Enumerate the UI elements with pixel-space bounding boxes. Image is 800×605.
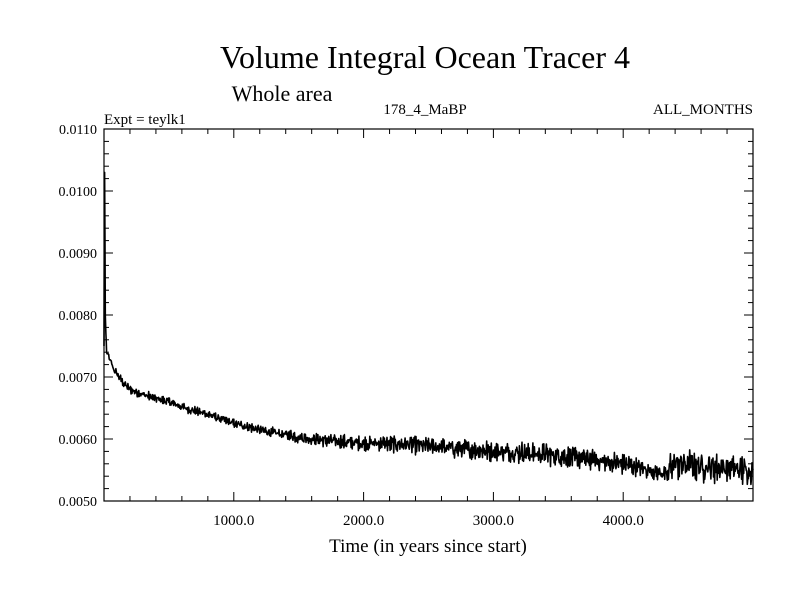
x-axis-label: Time (in years since start) bbox=[329, 536, 527, 557]
y-tick-label: 0.0090 bbox=[59, 247, 98, 262]
chart-title: Volume Integral Ocean Tracer 4 bbox=[220, 39, 630, 75]
x-tick-label: 4000.0 bbox=[603, 513, 644, 529]
y-tick-label: 0.0110 bbox=[59, 123, 97, 138]
y-axis: 0.0050 0.0060 0.0070 0.0080 0.0090 0.0100 0.01… bbox=[59, 123, 753, 510]
y-tick-label: 0.0100 bbox=[59, 185, 98, 200]
x-tick-label: 2000.0 bbox=[343, 513, 384, 529]
period-label: ALL_MONTHS bbox=[653, 102, 753, 118]
y-tick-label: 0.0060 bbox=[59, 433, 98, 448]
x-axis: 1000.0 2000.0 3000.0 4000.0 bbox=[213, 129, 644, 529]
y-tick-label: 0.0070 bbox=[59, 371, 98, 386]
chart-subtitle: Whole area bbox=[232, 81, 333, 106]
x-tick-label: 3000.0 bbox=[473, 513, 514, 529]
x-tick-label: 1000.0 bbox=[213, 513, 254, 529]
run-label: 178_4_MaBP bbox=[383, 102, 466, 118]
experiment-label: Expt = teylk1 bbox=[104, 112, 186, 128]
y-tick-label: 0.0050 bbox=[59, 495, 98, 510]
minor-ticks bbox=[104, 129, 753, 501]
series-line bbox=[103, 171, 754, 486]
y-tick-label: 0.0080 bbox=[59, 309, 98, 324]
